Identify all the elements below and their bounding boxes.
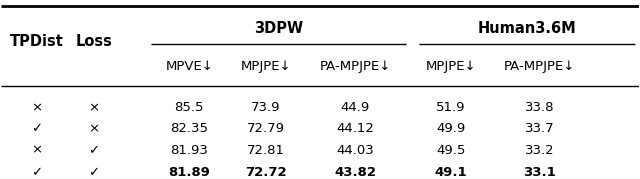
Text: 73.9: 73.9 [251, 101, 280, 114]
Text: TPDist: TPDist [10, 34, 63, 49]
Text: 51.9: 51.9 [436, 101, 465, 114]
Text: 82.35: 82.35 [170, 122, 209, 135]
Text: 49.9: 49.9 [436, 122, 465, 135]
Text: ✓: ✓ [31, 166, 42, 179]
Text: MPJPE↓: MPJPE↓ [426, 60, 476, 73]
Text: 43.82: 43.82 [334, 166, 376, 179]
Text: 72.81: 72.81 [247, 144, 285, 157]
Text: 49.5: 49.5 [436, 144, 465, 157]
Text: 44.9: 44.9 [340, 101, 370, 114]
Text: ×: × [88, 101, 99, 114]
Text: Human3.6M: Human3.6M [477, 21, 577, 36]
Text: 33.1: 33.1 [524, 166, 556, 179]
Text: ✓: ✓ [88, 144, 99, 157]
Text: 81.89: 81.89 [168, 166, 211, 179]
Text: 33.2: 33.2 [525, 144, 555, 157]
Text: 33.8: 33.8 [525, 101, 555, 114]
Text: MPJPE↓: MPJPE↓ [241, 60, 291, 73]
Text: 85.5: 85.5 [175, 101, 204, 114]
Text: 49.1: 49.1 [435, 166, 467, 179]
Text: ×: × [31, 101, 42, 114]
Text: MPVE↓: MPVE↓ [165, 60, 213, 73]
Text: 3DPW: 3DPW [254, 21, 303, 36]
Text: PA-MPJPE↓: PA-MPJPE↓ [504, 60, 575, 73]
Text: ✓: ✓ [88, 166, 99, 179]
Text: ×: × [31, 144, 42, 157]
Text: PA-MPJPE↓: PA-MPJPE↓ [319, 60, 391, 73]
Text: Loss: Loss [76, 34, 112, 49]
Text: 44.12: 44.12 [336, 122, 374, 135]
Text: 72.72: 72.72 [245, 166, 287, 179]
Text: 33.7: 33.7 [525, 122, 555, 135]
Text: ✓: ✓ [31, 122, 42, 135]
Text: 81.93: 81.93 [170, 144, 208, 157]
Text: ×: × [88, 122, 99, 135]
Text: 44.03: 44.03 [336, 144, 374, 157]
Text: 72.79: 72.79 [247, 122, 285, 135]
